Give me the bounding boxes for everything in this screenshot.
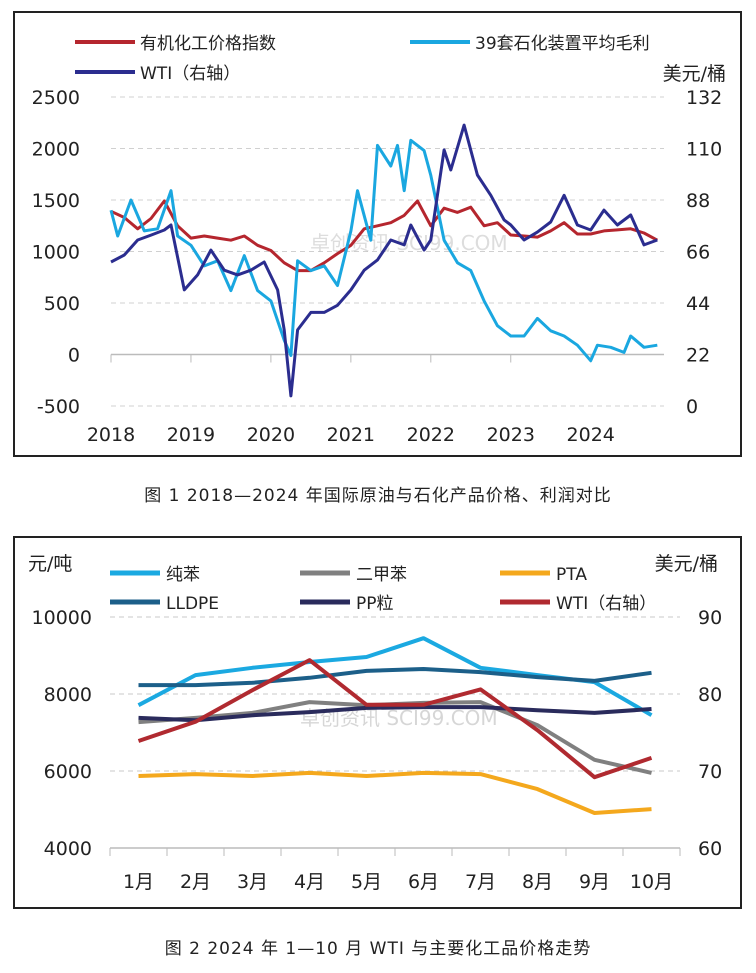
chart-frame (13, 536, 742, 909)
y-left-tick-label: 500 (44, 293, 80, 315)
x-tick-label: 2月 (180, 871, 211, 893)
series-line-2 (110, 123, 658, 398)
y-right-tick-label: 88 (686, 190, 710, 212)
y-left-tick-label: 2000 (32, 139, 80, 161)
series-line-3 (138, 667, 652, 688)
y-right-tick-label: 66 (686, 242, 710, 264)
x-tick-label: 2023 (487, 424, 535, 446)
x-tick-label: 2019 (167, 424, 215, 446)
y-right-tick-label: 110 (686, 139, 722, 161)
legend-label-0: 纯苯 (166, 565, 200, 585)
series-line-4 (138, 705, 652, 723)
x-tick-label: 6月 (408, 871, 439, 893)
legend-label-4: PP粒 (356, 594, 394, 614)
x-tick-label: 3月 (237, 871, 268, 893)
y-left-tick-label: 6000 (44, 761, 92, 783)
legend-label-2: PTA (556, 565, 587, 585)
y-right-tick-label: 80 (698, 684, 722, 706)
y-left-tick-label: 8000 (44, 684, 92, 706)
x-tick-label: 2018 (87, 424, 135, 446)
y-left-tick-label: 1500 (32, 190, 80, 212)
y-left-tick-label: 2500 (32, 87, 80, 109)
x-tick-label: 1月 (123, 871, 154, 893)
x-tick-label: 2024 (567, 424, 615, 446)
chart-1: -500 0 500 1000 1500 2000 2500 0 22 44 66 88 110 132 2… (13, 11, 742, 457)
y-left-tick-label: -500 (37, 396, 80, 418)
x-tick-label: 8月 (522, 871, 553, 893)
y-right-tick-label: 90 (698, 607, 722, 629)
series-line-2 (138, 770, 652, 815)
x-tick-label: 4月 (294, 871, 325, 893)
x-tick-label: 10月 (630, 871, 673, 893)
legend-label-5: WTI（右轴） (556, 594, 656, 614)
y-right-tick-label: 70 (698, 761, 722, 783)
legend-label-0: 有机化工价格指数 (140, 34, 276, 54)
legend-label-1: 39套石化装置平均毛利 (475, 34, 650, 54)
chart-1-caption: 图 1 2018—2024 年国际原油与石化产品价格、利润对比 (144, 486, 612, 506)
x-tick-label: 7月 (465, 871, 496, 893)
legend-label-2: WTI（右轴） (140, 64, 240, 84)
y-right-tick-label: 60 (698, 838, 722, 860)
y-left-tick-label: 4000 (44, 838, 92, 860)
x-tick-label: 2021 (327, 424, 375, 446)
x-tick-label: 2020 (247, 424, 295, 446)
series-line-5 (137, 658, 653, 780)
series-line-1 (109, 138, 658, 363)
chart-frame (13, 11, 742, 457)
y-right-tick-label: 132 (686, 87, 722, 109)
left-axis-unit: 元/吨 (28, 553, 72, 575)
y-right-tick-label: 22 (686, 345, 710, 367)
legend-label-1: 二甲苯 (356, 565, 407, 585)
right-axis-unit: 美元/桶 (655, 553, 718, 575)
legend-label-3: LLDPE (166, 594, 219, 614)
series-line-0 (110, 199, 659, 273)
x-tick-label: 9月 (579, 871, 610, 893)
x-tick-label: 2022 (407, 424, 455, 446)
y-left-tick-label: 10000 (32, 607, 92, 629)
right-axis-unit: 美元/桶 (663, 63, 726, 85)
chart-2-caption: 图 2 2024 年 1—10 月 WTI 与主要化工品价格走势 (164, 939, 592, 959)
y-right-tick-label: 0 (686, 396, 698, 418)
y-right-tick-label: 44 (686, 293, 710, 315)
y-left-tick-label: 1000 (32, 242, 80, 264)
y-left-tick-label: 0 (68, 345, 80, 367)
x-tick-label: 5月 (351, 871, 382, 893)
